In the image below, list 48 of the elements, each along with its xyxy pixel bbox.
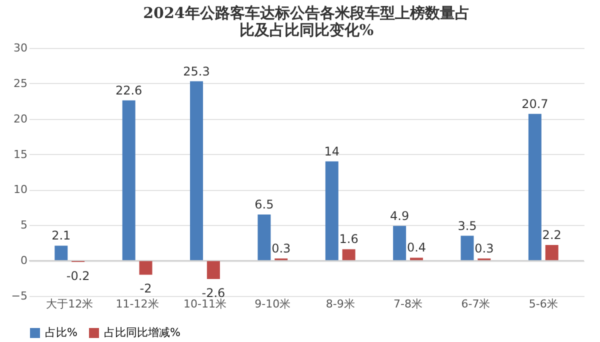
y-tick-label: 30 [14,42,28,54]
bar [528,114,542,261]
y-tick-label: 5 [20,218,28,232]
bar [206,260,220,279]
legend-label: 占比同比增减% [104,326,180,339]
data-label: 25.3 [183,64,210,78]
data-label: 0.4 [406,240,426,255]
text: 比及占比同比变化% [239,21,374,39]
data-label: 0.3 [272,241,291,256]
data-label: 22.6 [115,83,142,98]
data-label: 2.1 [52,228,71,243]
bar [54,246,68,261]
data-label: 20.7 [522,96,548,111]
data-label: -2 [140,282,152,296]
x-tick-label: 5-6米 [528,298,558,310]
y-tick-label: 25 [14,76,28,90]
bar [122,100,136,261]
y-tick-label: −5 [11,290,28,302]
x-tick-label: 大于12米 [46,298,94,310]
x-tick-label: 10-11米 [183,298,226,310]
x-tick-label: 11-12米 [116,298,159,310]
x-tick-label: 9-10米 [254,298,291,310]
bar [545,244,558,261]
bar [393,226,406,261]
data-label: 3.5 [458,218,477,233]
y-tick-label: 0 [20,254,28,268]
y-tick-label: 15 [14,148,28,161]
bar [460,236,474,261]
bar [342,249,356,261]
data-label: 1.6 [339,232,358,246]
data-label: 6.5 [254,198,274,212]
x-tick-label: 7-8米 [394,298,423,310]
x-tick-label: 6-7米 [461,298,490,310]
bar [258,214,271,261]
x-tick-label: 8-9米 [326,298,355,310]
data-label: 4.9 [390,208,410,223]
bar [190,81,204,261]
text: 2024年公路客车达标公告各米段车型上榜数量占 [143,4,470,22]
bar [325,161,338,261]
data-label: 0.3 [474,241,494,256]
y-tick-label: 10 [14,183,28,196]
bar [139,260,152,275]
data-label: -0.2 [66,268,90,283]
data-label: -2.6 [202,286,226,300]
data-label: 2.2 [542,228,562,242]
legend-label: 占比% [45,326,78,339]
y-tick-label: 20 [14,112,28,126]
data-label: 14 [324,144,340,158]
